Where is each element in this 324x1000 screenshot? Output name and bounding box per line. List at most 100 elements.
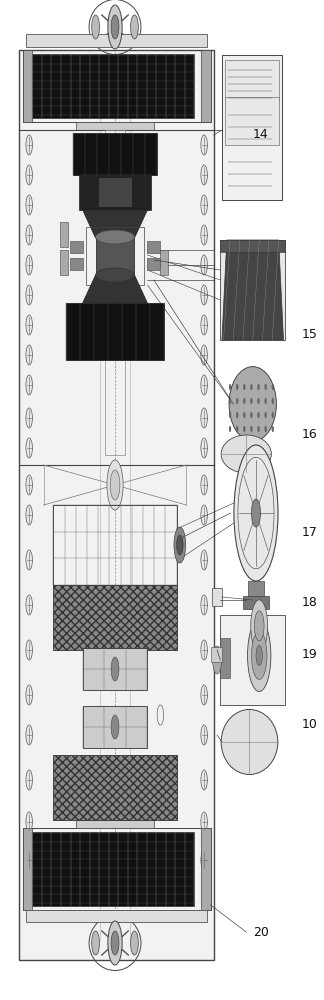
- Circle shape: [174, 527, 186, 563]
- Circle shape: [201, 550, 207, 570]
- Circle shape: [26, 475, 32, 495]
- Circle shape: [26, 505, 32, 525]
- Circle shape: [229, 412, 231, 418]
- Bar: [99, 178, 131, 206]
- Circle shape: [201, 195, 207, 215]
- Bar: [32, 54, 194, 118]
- Bar: [220, 240, 285, 340]
- Bar: [53, 585, 177, 650]
- Circle shape: [258, 426, 260, 432]
- Circle shape: [26, 165, 32, 185]
- Bar: [225, 97, 279, 145]
- Circle shape: [131, 931, 138, 955]
- Bar: [70, 258, 83, 270]
- Bar: [79, 174, 151, 210]
- Polygon shape: [83, 210, 147, 238]
- Bar: [19, 50, 214, 960]
- Circle shape: [201, 135, 207, 155]
- Circle shape: [265, 412, 267, 418]
- Circle shape: [258, 384, 260, 390]
- Bar: [248, 581, 264, 596]
- Circle shape: [201, 640, 207, 660]
- Circle shape: [213, 646, 222, 674]
- Bar: [86, 227, 144, 285]
- Circle shape: [250, 398, 252, 404]
- Circle shape: [250, 384, 252, 390]
- Polygon shape: [222, 240, 284, 340]
- Circle shape: [272, 384, 274, 390]
- Bar: [220, 615, 285, 705]
- Circle shape: [243, 412, 245, 418]
- Bar: [32, 832, 194, 906]
- Bar: [53, 505, 177, 585]
- Circle shape: [111, 931, 119, 955]
- Circle shape: [201, 375, 207, 395]
- Circle shape: [92, 15, 99, 39]
- Bar: [212, 588, 222, 606]
- Circle shape: [26, 550, 32, 570]
- Bar: [243, 596, 269, 609]
- Circle shape: [111, 15, 119, 39]
- Circle shape: [229, 426, 231, 432]
- Circle shape: [108, 5, 122, 49]
- Circle shape: [26, 315, 32, 335]
- Bar: [211, 647, 222, 662]
- Ellipse shape: [229, 367, 276, 441]
- Text: 18: 18: [301, 595, 317, 608]
- Text: 14: 14: [253, 128, 269, 141]
- Circle shape: [92, 931, 99, 955]
- Circle shape: [201, 725, 207, 745]
- Circle shape: [243, 384, 245, 390]
- Circle shape: [229, 398, 231, 404]
- Circle shape: [236, 398, 238, 404]
- Circle shape: [107, 460, 123, 510]
- Bar: [222, 55, 282, 200]
- Circle shape: [254, 611, 264, 641]
- Circle shape: [201, 770, 207, 790]
- Ellipse shape: [221, 710, 278, 774]
- Circle shape: [26, 438, 32, 458]
- Bar: [220, 638, 230, 678]
- Bar: [26, 34, 207, 47]
- Circle shape: [251, 632, 267, 680]
- Circle shape: [177, 535, 183, 555]
- Circle shape: [111, 715, 119, 739]
- Circle shape: [201, 225, 207, 245]
- Circle shape: [26, 345, 32, 365]
- Bar: [70, 241, 83, 253]
- Circle shape: [201, 685, 207, 705]
- Circle shape: [131, 15, 138, 39]
- Bar: [105, 130, 125, 455]
- Circle shape: [256, 646, 262, 666]
- Bar: [23, 50, 32, 122]
- Circle shape: [236, 426, 238, 432]
- Circle shape: [201, 475, 207, 495]
- Bar: [60, 250, 68, 275]
- Circle shape: [26, 225, 32, 245]
- Text: 17: 17: [301, 526, 317, 538]
- Circle shape: [243, 398, 245, 404]
- Circle shape: [201, 812, 207, 832]
- Bar: [53, 755, 177, 820]
- Circle shape: [26, 375, 32, 395]
- Text: 15: 15: [301, 328, 317, 342]
- Bar: [147, 241, 160, 253]
- Circle shape: [201, 595, 207, 615]
- Circle shape: [26, 595, 32, 615]
- Circle shape: [110, 470, 120, 500]
- Circle shape: [26, 812, 32, 832]
- Circle shape: [229, 384, 231, 390]
- Bar: [83, 648, 147, 690]
- Bar: [201, 828, 211, 910]
- Circle shape: [201, 165, 207, 185]
- Bar: [147, 258, 160, 270]
- Bar: [26, 910, 207, 922]
- Bar: [60, 222, 68, 247]
- Circle shape: [26, 285, 32, 305]
- Circle shape: [26, 685, 32, 705]
- Bar: [66, 303, 164, 360]
- Circle shape: [250, 426, 252, 432]
- Circle shape: [251, 600, 268, 652]
- Bar: [23, 50, 211, 122]
- Circle shape: [248, 619, 271, 692]
